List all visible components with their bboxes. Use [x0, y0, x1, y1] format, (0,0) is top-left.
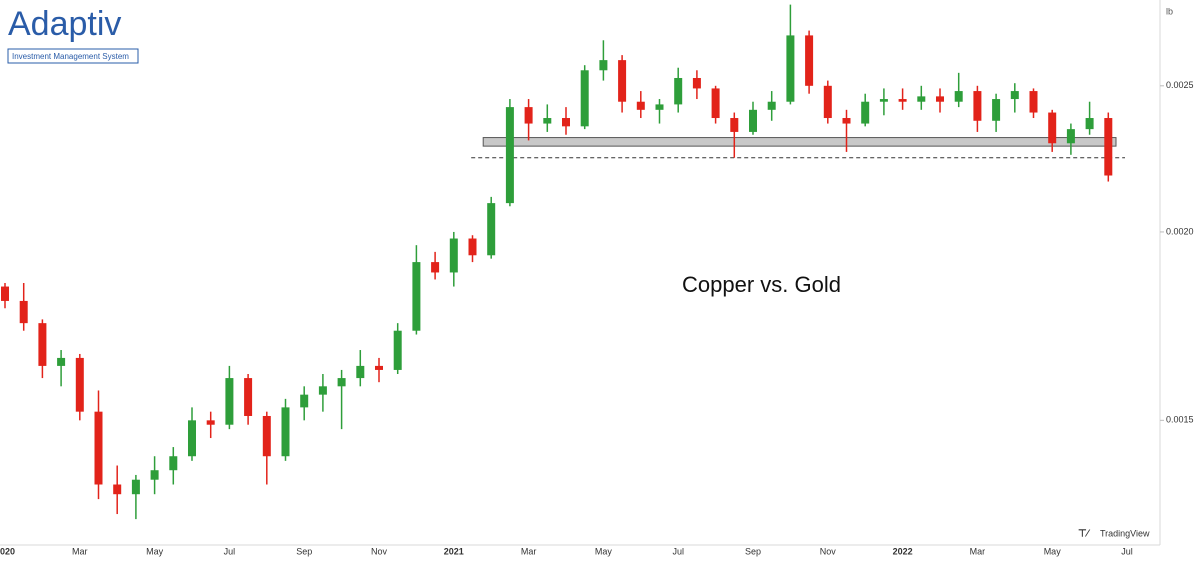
- candle-body: [431, 262, 440, 273]
- candle-body: [580, 70, 589, 127]
- candle-body: [449, 238, 458, 273]
- candle-body: [1066, 129, 1075, 144]
- candle-body: [337, 378, 346, 387]
- x-tick-label: Mar: [970, 546, 986, 556]
- candle-body: [767, 101, 776, 110]
- x-tick-label: Nov: [371, 546, 388, 556]
- candle-body: [150, 470, 159, 480]
- candle-body: [618, 60, 627, 102]
- candle-body: [711, 88, 720, 119]
- x-tick-label: 2022: [893, 546, 913, 556]
- candle-body: [786, 35, 795, 102]
- x-tick-label: May: [1044, 546, 1062, 556]
- candle-body: [131, 479, 140, 495]
- y-unit: lb: [1166, 6, 1173, 16]
- candle-body: [206, 420, 215, 425]
- candle-body: [636, 101, 645, 110]
- candle-body: [468, 238, 477, 256]
- candle-body: [113, 484, 122, 495]
- candle-body: [917, 96, 926, 102]
- x-tick-label: Jul: [224, 546, 236, 556]
- candle-body: [412, 262, 421, 331]
- candle-body: [954, 91, 963, 102]
- x-tick-label: May: [146, 546, 164, 556]
- brand-tagline: Investment Management System: [12, 52, 129, 61]
- candle-body: [356, 365, 365, 379]
- watermark-logo: ⊤⁄: [1078, 529, 1091, 540]
- candle-body: [75, 357, 84, 412]
- candle-body: [655, 104, 664, 110]
- annotation: Copper vs. Gold: [682, 272, 841, 297]
- candle-body: [1010, 91, 1019, 100]
- candle-body: [487, 203, 496, 256]
- candle-body: [188, 420, 196, 457]
- candle-body: [244, 378, 253, 416]
- candle-body: [805, 35, 814, 86]
- candle-body: [393, 330, 402, 370]
- x-tick-label: May: [595, 546, 613, 556]
- candle-body: [505, 107, 514, 204]
- candle-body: [262, 415, 271, 457]
- candle-body: [1048, 112, 1057, 144]
- y-tick-label: 0.0025: [1166, 80, 1194, 90]
- x-tick-label: Sep: [296, 546, 312, 556]
- candle-body: [973, 91, 982, 121]
- candle-body: [992, 99, 1001, 121]
- candle-body: [692, 77, 701, 89]
- y-tick-label: 0.0020: [1166, 226, 1194, 236]
- candle-body: [842, 118, 851, 124]
- candle-body: [19, 300, 28, 324]
- x-tick-label: Mar: [521, 546, 537, 556]
- candle-body: [169, 456, 178, 471]
- x-tick-label: Jul: [1121, 546, 1133, 556]
- candle-body: [749, 109, 757, 132]
- candle-body: [730, 118, 739, 132]
- y-tick-label: 0.0015: [1166, 415, 1194, 425]
- candle-body: [318, 386, 327, 395]
- candle-body: [375, 365, 383, 370]
- candle-body: [1, 286, 9, 301]
- x-tick-label: Sep: [745, 546, 761, 556]
- x-tick-label: Jul: [672, 546, 684, 556]
- candle-body: [1029, 91, 1038, 113]
- support-zone: [482, 137, 1117, 147]
- candle-body: [225, 378, 234, 425]
- candle-body: [936, 96, 944, 102]
- watermark: TradingView: [1100, 528, 1150, 538]
- candle-body: [300, 394, 309, 408]
- x-tick-label: 2020: [0, 546, 15, 556]
- candle-body: [823, 85, 832, 119]
- candle-body: [674, 77, 683, 105]
- candle-body: [38, 323, 47, 366]
- candle-body: [562, 118, 570, 127]
- candle-body: [543, 118, 552, 124]
- candle-body: [1104, 118, 1113, 176]
- x-tick-label: 2021: [444, 546, 464, 556]
- candle-body: [599, 60, 608, 71]
- candle-body: [861, 101, 870, 124]
- x-tick-label: Nov: [820, 546, 837, 556]
- candle-body: [281, 407, 290, 457]
- candle-body: [57, 357, 66, 366]
- brand-box: [7, 48, 139, 64]
- candle-body: [524, 107, 533, 124]
- x-tick-label: Mar: [72, 546, 88, 556]
- candle-body: [94, 411, 103, 485]
- candle-body: [879, 99, 888, 102]
- candle-body: [898, 99, 907, 102]
- candle-body: [1085, 118, 1094, 130]
- brand-name: Adaptiv: [8, 5, 121, 43]
